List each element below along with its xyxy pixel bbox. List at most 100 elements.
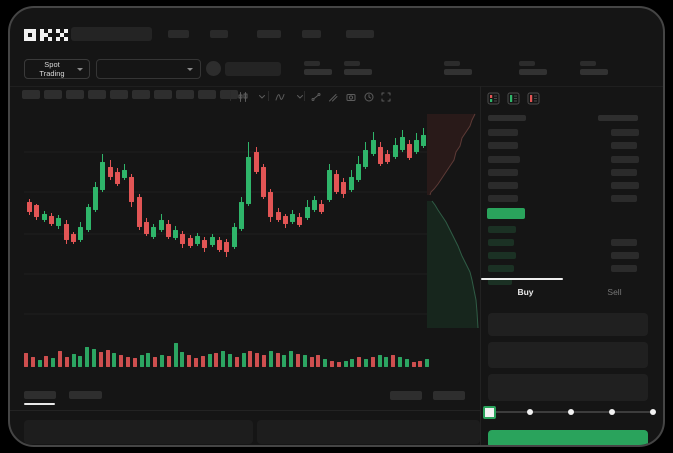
tab-buy[interactable]: Buy <box>481 278 570 306</box>
slider-step-dot[interactable] <box>568 409 574 415</box>
ask-price-placeholder[interactable] <box>488 142 518 149</box>
line-tool-icon[interactable] <box>310 90 324 102</box>
slider-step-dot[interactable] <box>527 409 533 415</box>
timeframe-placeholder[interactable] <box>220 90 238 99</box>
timeframe-placeholder[interactable] <box>110 90 128 99</box>
ask-price-placeholder[interactable] <box>488 195 518 202</box>
last-price-bar[interactable] <box>487 208 525 219</box>
bid-price-placeholder[interactable] <box>488 278 512 285</box>
order-input-placeholder[interactable] <box>488 342 648 368</box>
market-type-label: Spot Trading <box>39 60 65 78</box>
book-split-icon[interactable] <box>487 92 500 105</box>
timeframe-placeholder[interactable] <box>66 90 84 99</box>
bid-price-placeholder[interactable] <box>488 265 514 272</box>
chevron-down-icon <box>187 68 193 71</box>
book-column-header-placeholder <box>598 115 638 121</box>
bid-price-placeholder[interactable] <box>488 239 514 246</box>
bottom-divider <box>10 410 480 411</box>
nav-item-placeholder[interactable] <box>168 30 189 38</box>
slider-step-dot[interactable] <box>650 409 656 415</box>
ask-price-placeholder[interactable] <box>488 169 518 176</box>
ask-size-placeholder <box>611 142 637 149</box>
bottom-action-placeholder[interactable] <box>433 391 465 400</box>
draw-icon[interactable] <box>327 90 341 102</box>
stat-value-placeholder <box>304 69 332 75</box>
ask-price-placeholder[interactable] <box>488 129 518 136</box>
order-input-placeholder[interactable] <box>488 374 648 401</box>
candle-body <box>202 240 207 248</box>
price-chart[interactable] <box>10 8 665 447</box>
timeframe-placeholder[interactable] <box>22 90 40 99</box>
volume-bar <box>167 356 171 367</box>
volume-bar <box>323 359 327 367</box>
timeframe-placeholder[interactable] <box>132 90 150 99</box>
volume-bar <box>350 359 354 367</box>
timeframe-placeholder[interactable] <box>176 90 194 99</box>
ask-size-placeholder <box>611 169 637 176</box>
volume-bar <box>208 354 212 367</box>
bid-price-placeholder[interactable] <box>488 252 516 259</box>
candle-body <box>42 214 47 220</box>
nav-item-placeholder[interactable] <box>346 30 374 38</box>
bottom-tab-placeholder[interactable] <box>69 391 102 399</box>
fullscreen-icon[interactable] <box>380 90 394 102</box>
volume-bar <box>384 357 388 367</box>
depth-bids-area <box>427 201 478 328</box>
candle-body <box>93 187 98 210</box>
stat-label-placeholder <box>344 61 360 66</box>
volume-bar <box>418 361 422 367</box>
volume-bar <box>38 360 42 367</box>
candle-body <box>217 240 222 250</box>
candle-style-icon[interactable] <box>237 90 251 102</box>
volume-bar <box>146 353 150 367</box>
volume-bar <box>78 356 82 367</box>
candle-body <box>407 144 412 158</box>
candle-body <box>78 227 83 240</box>
volume-bar <box>51 358 55 367</box>
buy-submit-button[interactable] <box>488 430 648 445</box>
slider-handle[interactable] <box>483 406 496 419</box>
timeframe-placeholder[interactable] <box>198 90 216 99</box>
clock-icon[interactable] <box>363 90 377 102</box>
volume-bar <box>248 351 252 367</box>
candle-body <box>122 170 127 178</box>
order-input-placeholder[interactable] <box>488 313 648 336</box>
candle-body <box>378 147 383 164</box>
slider-step-dot[interactable] <box>609 409 615 415</box>
bottom-tab-placeholder[interactable] <box>24 391 56 399</box>
toolbar-divider <box>230 91 231 101</box>
volume-bar <box>344 361 348 367</box>
book-asks-icon[interactable] <box>527 92 540 105</box>
candle-body <box>71 234 76 242</box>
nav-item-placeholder[interactable] <box>257 30 281 38</box>
volume-bar <box>262 355 266 367</box>
candle-body <box>239 202 244 229</box>
okx-logo[interactable] <box>24 28 68 42</box>
volume-bar <box>153 357 157 367</box>
bottom-tab-active-underline <box>24 403 55 405</box>
volume-bar <box>221 351 225 367</box>
timeframe-placeholder[interactable] <box>44 90 62 99</box>
candle-body <box>86 207 91 230</box>
nav-item-placeholder[interactable] <box>210 30 228 38</box>
indicator-icon[interactable] <box>274 90 288 102</box>
timeframe-placeholder[interactable] <box>154 90 172 99</box>
volume-bar <box>187 355 191 367</box>
nav-item-placeholder[interactable] <box>302 30 321 38</box>
timeframe-placeholder[interactable] <box>88 90 106 99</box>
candle-body <box>246 157 251 204</box>
tab-sell[interactable]: Sell <box>570 278 659 306</box>
ask-price-placeholder[interactable] <box>488 182 518 189</box>
chevron-down-icon[interactable] <box>256 90 270 102</box>
book-bids-icon[interactable] <box>507 92 520 105</box>
bottom-action-placeholder[interactable] <box>390 391 422 400</box>
chevron-down-icon <box>77 67 83 71</box>
candle-body <box>393 145 398 157</box>
ask-price-placeholder[interactable] <box>488 156 520 163</box>
pair-selector[interactable] <box>96 59 201 79</box>
market-type-selector[interactable]: Spot Trading <box>24 59 90 79</box>
search-bar[interactable] <box>71 27 152 41</box>
camera-icon[interactable] <box>345 90 359 102</box>
bid-price-placeholder[interactable] <box>488 226 516 233</box>
chevron-down-icon[interactable] <box>294 90 308 102</box>
